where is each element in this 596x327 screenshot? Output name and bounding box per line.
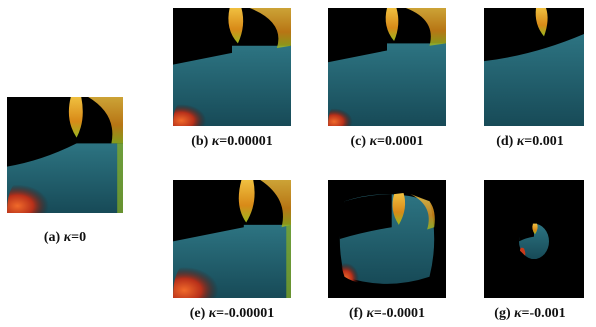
panel-f-image bbox=[328, 180, 446, 298]
panel-g-image bbox=[484, 180, 584, 298]
panel-b-image bbox=[173, 8, 291, 126]
panel-a-image bbox=[7, 97, 123, 213]
caption-g: (g) κ=-0.001 bbox=[494, 306, 566, 321]
caption-f: (f) κ=-0.0001 bbox=[348, 306, 426, 321]
caption-e: (e) κ=-0.00001 bbox=[189, 306, 275, 321]
panel-c-image bbox=[328, 8, 446, 126]
panel-d-image bbox=[484, 8, 584, 126]
panel-e-image bbox=[173, 180, 291, 298]
caption-c: (c) κ=0.0001 bbox=[350, 134, 424, 149]
caption-b: (b) κ=0.00001 bbox=[191, 134, 273, 149]
caption-d: (d) κ=0.001 bbox=[496, 134, 564, 149]
caption-a: (a) κ=0 bbox=[43, 230, 87, 245]
